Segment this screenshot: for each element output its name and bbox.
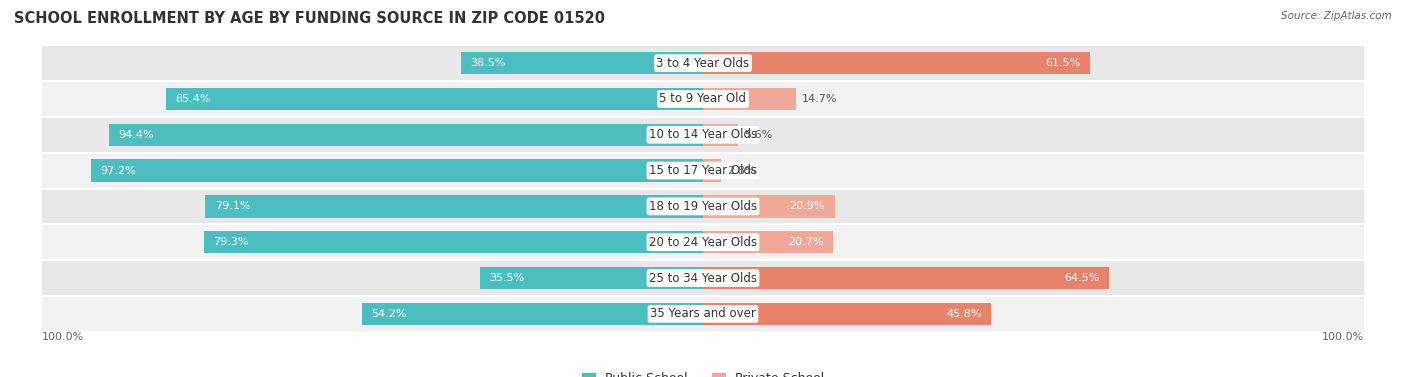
Bar <box>461 52 703 74</box>
Bar <box>42 224 1364 260</box>
Bar <box>205 195 703 218</box>
Text: 2.8%: 2.8% <box>727 166 755 176</box>
Text: 35.5%: 35.5% <box>489 273 524 283</box>
Text: 25 to 34 Year Olds: 25 to 34 Year Olds <box>650 271 756 285</box>
Text: 79.1%: 79.1% <box>215 201 250 211</box>
Bar <box>42 188 1364 224</box>
Text: SCHOOL ENROLLMENT BY AGE BY FUNDING SOURCE IN ZIP CODE 01520: SCHOOL ENROLLMENT BY AGE BY FUNDING SOUR… <box>14 11 605 26</box>
Text: 15 to 17 Year Olds: 15 to 17 Year Olds <box>650 164 756 177</box>
Bar <box>703 88 796 110</box>
Text: 64.5%: 64.5% <box>1064 273 1099 283</box>
Bar <box>42 260 1364 296</box>
Bar <box>42 45 1364 81</box>
Text: 85.4%: 85.4% <box>174 94 211 104</box>
Bar <box>703 267 1109 289</box>
Text: 54.2%: 54.2% <box>371 309 406 319</box>
Text: 18 to 19 Year Olds: 18 to 19 Year Olds <box>650 200 756 213</box>
Text: 5 to 9 Year Old: 5 to 9 Year Old <box>659 92 747 106</box>
Text: 100.0%: 100.0% <box>1322 332 1364 342</box>
Bar <box>703 124 738 146</box>
Text: 20.7%: 20.7% <box>789 237 824 247</box>
Text: 10 to 14 Year Olds: 10 to 14 Year Olds <box>650 128 756 141</box>
Text: 45.8%: 45.8% <box>946 309 981 319</box>
Bar <box>42 153 1364 188</box>
Bar <box>42 117 1364 153</box>
Bar <box>42 81 1364 117</box>
Text: 3 to 4 Year Olds: 3 to 4 Year Olds <box>657 57 749 70</box>
Bar <box>703 159 721 182</box>
Text: 20 to 24 Year Olds: 20 to 24 Year Olds <box>650 236 756 249</box>
Text: 20.9%: 20.9% <box>790 201 825 211</box>
Text: 94.4%: 94.4% <box>118 130 153 140</box>
Text: 61.5%: 61.5% <box>1046 58 1081 68</box>
Bar <box>108 124 703 146</box>
Bar <box>204 231 703 253</box>
Text: 35 Years and over: 35 Years and over <box>650 307 756 320</box>
Bar <box>703 195 835 218</box>
Bar <box>166 88 703 110</box>
Bar <box>703 52 1090 74</box>
Text: Source: ZipAtlas.com: Source: ZipAtlas.com <box>1281 11 1392 21</box>
Bar <box>361 303 703 325</box>
Text: 5.6%: 5.6% <box>745 130 773 140</box>
Bar <box>42 296 1364 332</box>
Text: 100.0%: 100.0% <box>42 332 84 342</box>
Text: 97.2%: 97.2% <box>101 166 136 176</box>
Bar <box>91 159 703 182</box>
Legend: Public School, Private School: Public School, Private School <box>578 368 828 377</box>
Text: 79.3%: 79.3% <box>214 237 249 247</box>
Bar <box>479 267 703 289</box>
Text: 38.5%: 38.5% <box>470 58 506 68</box>
Text: 14.7%: 14.7% <box>801 94 838 104</box>
Bar <box>703 303 991 325</box>
Bar <box>703 231 834 253</box>
